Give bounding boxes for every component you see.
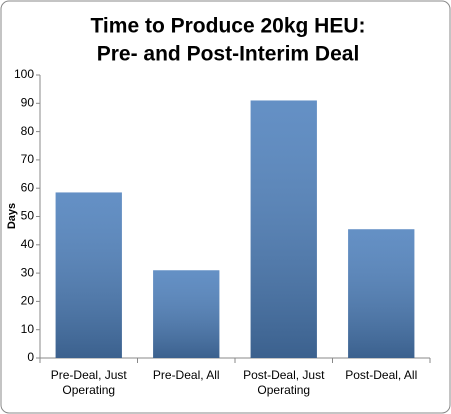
chart-title: Pre- and Post-Interim Deal: [97, 43, 360, 66]
y-axis-label: Days: [6, 203, 18, 229]
y-tick-label: 80: [21, 124, 35, 138]
y-tick-label: 100: [14, 67, 34, 81]
y-tick-label: 40: [21, 237, 35, 251]
chart-title: Time to Produce 20kg HEU:: [90, 15, 365, 38]
bar-shade: [153, 270, 220, 358]
bar-shade: [55, 192, 122, 358]
x-tick-label: Pre-Deal, Just Operating: [50, 368, 127, 397]
bar-shade: [348, 229, 415, 358]
y-tick-label: 30: [21, 265, 35, 279]
y-tick-label: 90: [21, 95, 35, 109]
bar-shade: [250, 100, 317, 358]
y-tick-label: 20: [21, 294, 35, 308]
x-tick-label: Post-Deal, All: [345, 368, 418, 382]
x-tick-label: Post-Deal, Just Operating: [243, 368, 325, 397]
y-tick-label: 0: [27, 350, 34, 364]
y-tick-label: 50: [21, 209, 35, 223]
y-tick-label: 70: [21, 152, 35, 166]
y-tick-label: 60: [21, 180, 35, 194]
y-tick-label: 10: [21, 322, 35, 336]
x-tick-label: Pre-Deal, All: [152, 368, 220, 382]
